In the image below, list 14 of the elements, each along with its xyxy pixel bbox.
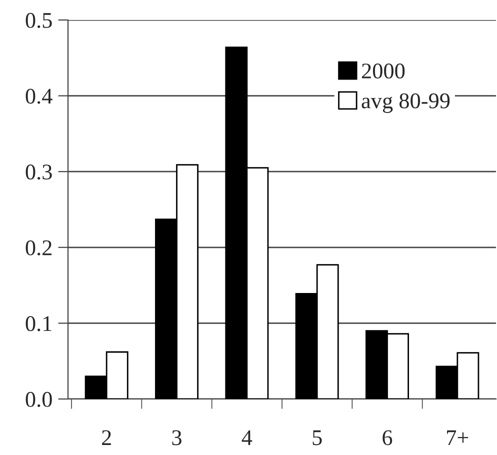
legend-label: avg 80-99 [362, 93, 450, 113]
x-tick-label: 4 [242, 430, 252, 445]
x-tick-label: 5 [312, 430, 322, 446]
y-tick-label: 0.4 [26, 88, 52, 104]
y-tick-label: 0.2 [26, 240, 52, 256]
x-tick-label: 6 [382, 430, 392, 446]
legend-label: 2000 [362, 64, 405, 79]
y-tick-label: 0.3 [26, 164, 52, 180]
x-tick-label: 7+ [447, 430, 468, 445]
y-tick-label: 0.5 [26, 12, 52, 28]
y-tick-label: 0.0 [26, 392, 52, 408]
x-tick-label: 3 [172, 430, 182, 446]
y-tick-label: 0.1 [26, 316, 52, 332]
x-tick-label: 2 [102, 430, 111, 445]
